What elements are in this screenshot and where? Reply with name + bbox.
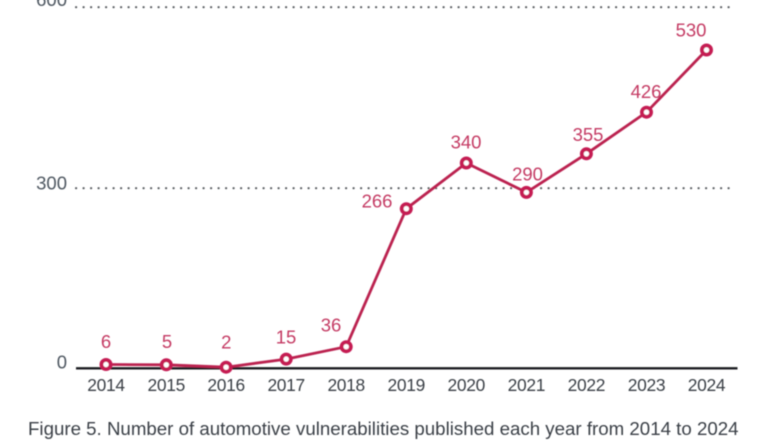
svg-text:2014: 2014 (87, 375, 125, 395)
svg-text:2022: 2022 (568, 375, 606, 395)
svg-text:355: 355 (573, 124, 604, 145)
svg-text:2: 2 (221, 331, 231, 352)
svg-text:530: 530 (676, 20, 707, 41)
svg-text:6: 6 (101, 331, 111, 352)
svg-text:2019: 2019 (388, 375, 426, 395)
svg-text:2017: 2017 (267, 375, 305, 395)
svg-text:2015: 2015 (148, 375, 186, 395)
svg-text:5: 5 (162, 331, 172, 352)
svg-text:0: 0 (57, 352, 67, 373)
svg-text:2023: 2023 (628, 375, 666, 395)
svg-text:266: 266 (362, 191, 393, 212)
svg-text:2021: 2021 (508, 375, 546, 395)
svg-text:600: 600 (36, 0, 67, 10)
svg-text:2016: 2016 (207, 375, 245, 395)
svg-text:2018: 2018 (327, 375, 365, 395)
svg-text:2020: 2020 (448, 375, 486, 395)
svg-text:Figure 5. Number of automotive: Figure 5. Number of automotive vulnerabi… (28, 418, 739, 439)
svg-text:300: 300 (36, 173, 67, 194)
svg-text:15: 15 (276, 327, 297, 348)
svg-text:426: 426 (631, 81, 662, 102)
svg-text:290: 290 (512, 164, 543, 185)
svg-text:340: 340 (451, 132, 482, 153)
svg-text:2024: 2024 (688, 375, 726, 395)
svg-text:36: 36 (321, 315, 342, 336)
